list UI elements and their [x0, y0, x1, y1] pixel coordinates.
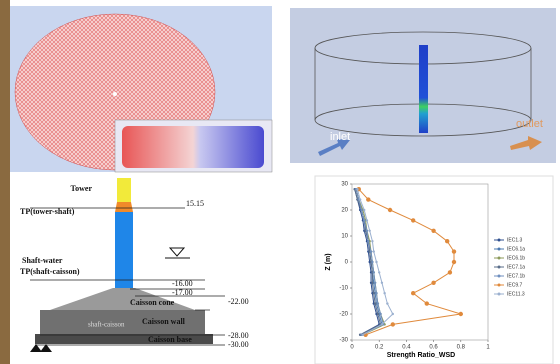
- legend-marker: [498, 239, 501, 242]
- tower-label: Tower: [71, 184, 93, 193]
- data-point: [366, 230, 368, 232]
- legend-marker: [498, 284, 501, 287]
- data-point: [368, 230, 370, 232]
- x-tick-label: 0.4: [402, 345, 411, 351]
- caisson-cone-label: Caisson cone: [130, 298, 175, 307]
- level-cone: -22.00: [228, 297, 249, 306]
- tp-tower-shaft-label: TP(tower-shaft): [20, 207, 75, 216]
- x-tick-label: 0.6: [429, 345, 438, 351]
- legend-marker: [498, 248, 501, 251]
- data-point: [431, 229, 435, 233]
- level-wall: -28.00: [228, 331, 249, 340]
- y-tick-label: -10: [339, 286, 348, 292]
- data-point: [431, 281, 435, 285]
- data-point: [452, 260, 456, 264]
- data-point: [373, 292, 375, 294]
- data-point: [373, 271, 375, 273]
- data-point: [370, 250, 372, 252]
- shaft-caisson-label: shaft-caisson: [88, 321, 125, 329]
- caisson-wall-label: Caisson wall: [142, 317, 186, 326]
- y-axis-label: Z (m): [325, 253, 332, 270]
- data-point: [375, 261, 377, 263]
- shaft-water-label: Shaft-water: [22, 256, 63, 265]
- data-point: [386, 302, 388, 304]
- legend-marker: [498, 275, 501, 278]
- data-point: [377, 302, 379, 304]
- data-point: [411, 291, 415, 295]
- legend-label: IEC7.1b: [507, 273, 525, 279]
- data-point: [379, 313, 381, 315]
- legend-label: IEC7.1a: [507, 264, 525, 270]
- data-point: [363, 209, 365, 211]
- x-tick-label: 0.8: [457, 345, 466, 351]
- tp-shaft-caisson-label: TP(shaft-caisson): [20, 267, 80, 276]
- legend-label: IEC9.7: [507, 282, 523, 288]
- data-point: [363, 219, 365, 221]
- x-tick-label: 0.2: [375, 345, 384, 351]
- data-point: [377, 313, 379, 315]
- level-top: 15.15: [186, 199, 204, 208]
- data-point: [381, 323, 383, 325]
- legend-label: IEC1.3: [507, 237, 523, 243]
- data-point: [359, 198, 361, 200]
- outlet-label: outlet: [516, 118, 543, 130]
- data-point: [362, 334, 364, 336]
- y-tick-label: 20: [341, 208, 348, 214]
- data-point: [425, 301, 429, 305]
- data-point: [381, 282, 383, 284]
- data-point: [388, 208, 392, 212]
- data-point: [459, 312, 463, 316]
- strength-chart: Strength Ratio_WSD Z (m) -30-20-10010203…: [315, 176, 553, 364]
- data-point: [371, 240, 373, 242]
- data-point: [392, 313, 394, 315]
- data-point: [360, 209, 362, 211]
- level-tp-1: -16.00: [172, 279, 193, 288]
- y-tick-label: -30: [339, 338, 348, 344]
- inlet-label: inlet: [330, 131, 350, 143]
- data-point: [371, 261, 373, 263]
- x-axis-label: Strength Ratio_WSD: [387, 352, 455, 359]
- data-point: [452, 249, 456, 253]
- data-point: [391, 322, 395, 326]
- y-tick-label: 10: [341, 234, 348, 240]
- data-point: [366, 219, 368, 221]
- caisson-base-label: Caisson base: [148, 335, 192, 344]
- mesh-panel: [10, 6, 272, 172]
- legend-marker: [498, 257, 501, 260]
- data-point: [445, 239, 449, 243]
- data-point: [448, 270, 452, 274]
- data-point: [373, 250, 375, 252]
- data-point: [356, 188, 358, 190]
- legend-marker: [498, 293, 501, 296]
- legend-label: IEC6.1b: [507, 255, 525, 261]
- data-point: [374, 282, 376, 284]
- legend-label: IEC6.1a: [507, 246, 525, 252]
- page: inlet outlet Tower TP(tower-shaft) 15.15…: [0, 0, 560, 364]
- data-point: [375, 292, 377, 294]
- level-tp-2: -17.00: [172, 288, 193, 297]
- flow-panel: inlet outlet: [290, 8, 556, 163]
- legend-marker: [498, 266, 501, 269]
- data-point: [366, 197, 370, 201]
- legend-label: IEC11.3: [507, 291, 525, 297]
- level-base: -30.00: [228, 340, 249, 349]
- y-tick-label: 30: [341, 182, 348, 188]
- data-point: [378, 271, 380, 273]
- data-point: [367, 240, 369, 242]
- y-tick-label: -20: [339, 312, 348, 318]
- edge-strip: [0, 0, 10, 364]
- data-point: [371, 282, 373, 284]
- data-point: [383, 292, 385, 294]
- data-point: [374, 302, 376, 304]
- data-point: [411, 218, 415, 222]
